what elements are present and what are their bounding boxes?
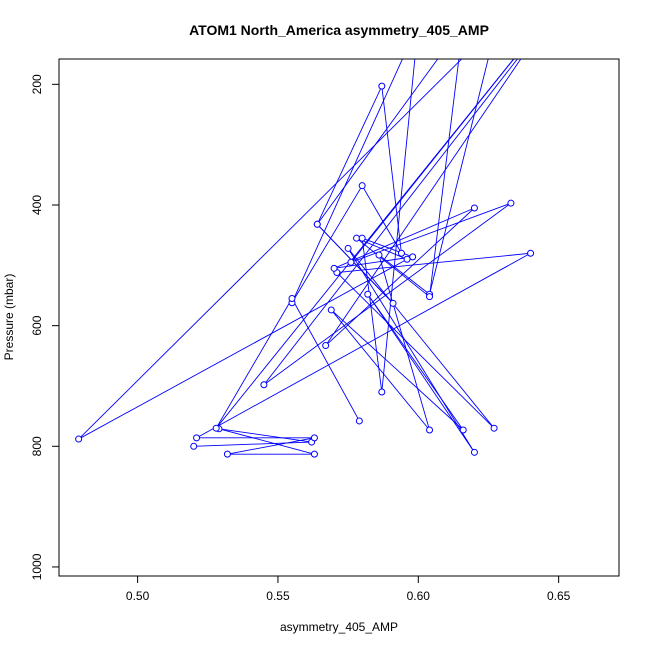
x-axis-label: asymmetry_405_AMP bbox=[280, 620, 398, 634]
data-point bbox=[223, 450, 231, 458]
chart-title: ATOM1 North_America asymmetry_405_AMP bbox=[189, 22, 489, 38]
data-point bbox=[347, 258, 355, 266]
y-tick-label: 200 bbox=[30, 74, 44, 94]
x-tick-label: 0.55 bbox=[266, 589, 290, 603]
series-segment bbox=[78, 258, 408, 440]
series-segment bbox=[316, 59, 439, 225]
data-point bbox=[426, 293, 434, 301]
series-segment bbox=[336, 272, 495, 429]
series-segment bbox=[378, 254, 430, 431]
data-point bbox=[378, 388, 386, 396]
data-point bbox=[378, 82, 386, 90]
series-segment bbox=[381, 86, 402, 254]
series-segment bbox=[367, 294, 475, 453]
data-point bbox=[389, 299, 397, 307]
data-point bbox=[355, 417, 363, 425]
data-point bbox=[470, 448, 478, 456]
series-segment bbox=[330, 309, 430, 431]
data-point bbox=[403, 255, 411, 263]
series-segment bbox=[356, 237, 408, 260]
data-point bbox=[260, 381, 268, 389]
series-segment bbox=[316, 223, 394, 304]
x-tick-label: 0.60 bbox=[407, 589, 431, 603]
y-tick-label: 400 bbox=[30, 195, 44, 215]
data-point bbox=[288, 294, 296, 302]
series-segment bbox=[263, 202, 512, 386]
data-point bbox=[75, 435, 83, 443]
series-segment bbox=[78, 59, 463, 440]
data-point bbox=[397, 249, 405, 257]
series-segment bbox=[356, 237, 430, 298]
series-segment bbox=[193, 441, 312, 447]
data-point bbox=[212, 424, 220, 432]
data-point bbox=[470, 204, 478, 212]
series-segment bbox=[334, 256, 413, 269]
y-tick-label: 800 bbox=[30, 436, 44, 456]
data-point bbox=[364, 290, 372, 298]
data-point bbox=[358, 182, 366, 190]
data-point bbox=[426, 426, 434, 434]
series-segment bbox=[291, 59, 403, 303]
y-axis-label: Pressure (mbar) bbox=[2, 274, 16, 361]
series-segment bbox=[218, 428, 312, 443]
x-tick-label: 0.50 bbox=[126, 589, 150, 603]
data-point bbox=[375, 251, 383, 259]
series-lines bbox=[78, 59, 531, 455]
series-segment bbox=[381, 59, 416, 393]
plot-frame bbox=[58, 58, 620, 577]
data-point bbox=[327, 306, 335, 314]
series-segment bbox=[333, 207, 475, 269]
series-segment bbox=[218, 428, 315, 455]
data-point bbox=[542, 21, 548, 27]
series-segment bbox=[429, 59, 460, 297]
data-point bbox=[322, 342, 330, 350]
series-segment bbox=[378, 254, 430, 295]
series-segment bbox=[291, 185, 363, 303]
series-segment bbox=[361, 238, 383, 393]
series-segment bbox=[325, 207, 475, 346]
series-segment bbox=[227, 437, 315, 455]
data-point bbox=[494, 21, 500, 27]
y-axis: 200 400 600 800 1000 bbox=[30, 74, 59, 580]
series-segment bbox=[291, 298, 360, 422]
series-points bbox=[75, 21, 548, 458]
data-point bbox=[459, 426, 467, 434]
data-point bbox=[539, 21, 545, 27]
data-point bbox=[353, 234, 361, 242]
series-segment bbox=[263, 59, 518, 386]
series-segment bbox=[325, 59, 522, 346]
data-point bbox=[490, 424, 498, 432]
series-segment bbox=[429, 59, 489, 295]
y-tick-label: 600 bbox=[30, 315, 44, 335]
series-segment bbox=[330, 309, 464, 431]
series-segment bbox=[215, 298, 293, 429]
data-point bbox=[190, 442, 198, 450]
x-tick-label: 0.65 bbox=[547, 589, 571, 603]
x-axis: 0.50 0.55 0.60 0.65 bbox=[126, 576, 571, 603]
series-segment bbox=[367, 294, 464, 431]
data-point bbox=[344, 244, 352, 252]
data-point bbox=[310, 450, 318, 458]
data-point bbox=[310, 434, 318, 442]
data-point bbox=[193, 434, 201, 442]
y-tick-label: 1000 bbox=[30, 553, 44, 580]
data-point bbox=[507, 199, 515, 207]
data-point bbox=[330, 264, 338, 272]
series-segment bbox=[196, 252, 531, 439]
data-point bbox=[313, 220, 321, 228]
data-point bbox=[409, 253, 417, 261]
series-segment bbox=[215, 59, 515, 429]
data-point bbox=[358, 234, 366, 242]
series-segment bbox=[316, 85, 383, 225]
data-point bbox=[527, 249, 535, 257]
